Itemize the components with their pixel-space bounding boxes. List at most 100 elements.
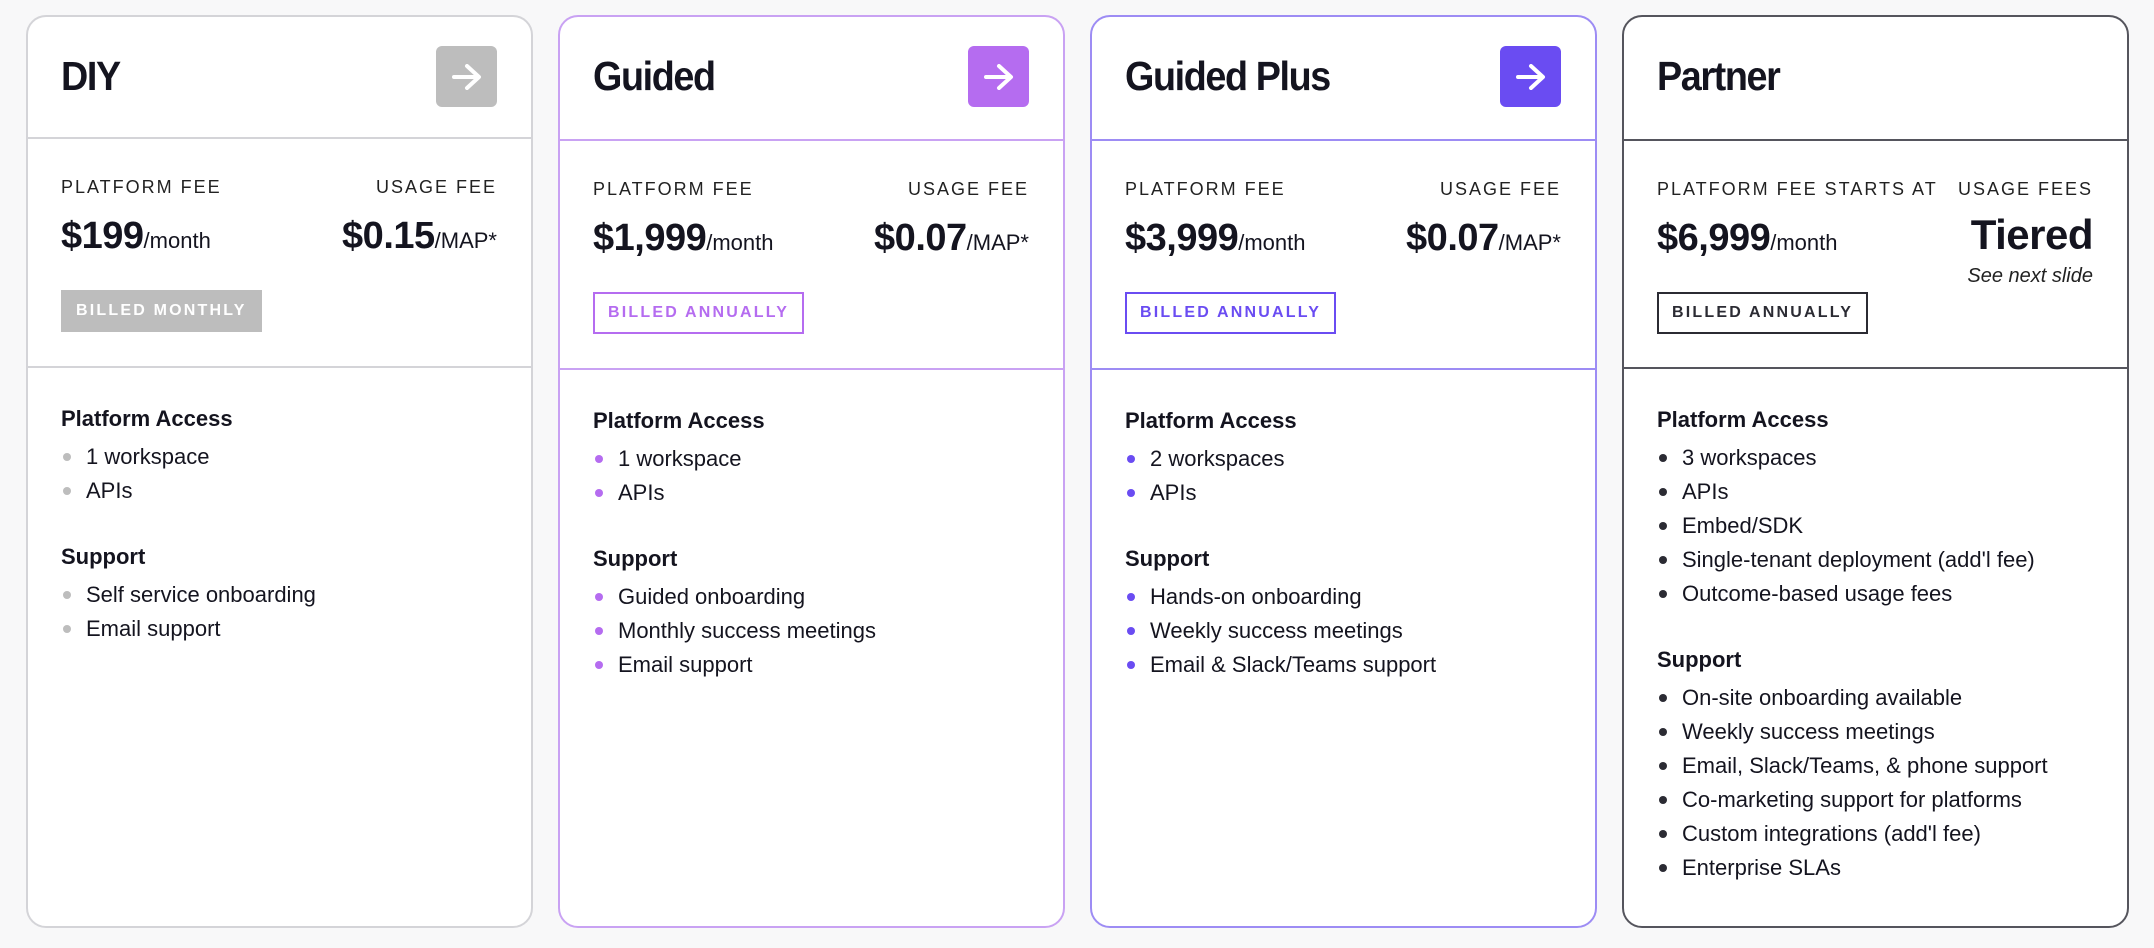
bullet-dot <box>595 661 603 669</box>
platform-fee-value: $199/month <box>61 215 211 258</box>
feature-item: APIs <box>593 476 1030 510</box>
platform-fee-label: PLATFORM FEE STARTS AT <box>1657 179 1938 199</box>
platform-access-title: Platform Access <box>61 406 233 431</box>
usage-fee-unit: /MAP* <box>434 228 497 253</box>
feature-item: Email, Slack/Teams, & phone support <box>1657 749 2094 783</box>
platform-access-title: Platform Access <box>593 408 765 433</box>
feature-item: Single-tenant deployment (add'l fee) <box>1657 543 2094 577</box>
arrow-right-icon <box>983 63 1013 90</box>
feature-item: 3 workspaces <box>1657 441 2094 475</box>
bullet-dot <box>595 489 603 497</box>
support-title: Support <box>1125 546 1210 571</box>
usage-fee-label: USAGE FEE <box>907 179 1029 199</box>
feature-text: Single-tenant deployment (add'l fee) <box>1682 547 2035 572</box>
feature-item: 1 workspace <box>593 442 1030 476</box>
support-title: Support <box>61 544 146 569</box>
feature-text: APIs <box>86 478 133 503</box>
bullet-dot <box>1127 455 1135 463</box>
feature-text: Co-marketing support for platforms <box>1682 787 2022 812</box>
select-plan-button[interactable] <box>968 46 1029 107</box>
feature-item: Email & Slack/Teams support <box>1125 648 1562 682</box>
usage-fee-value: $0.15/MAP* <box>342 215 497 258</box>
feature-text: Weekly success meetings <box>1682 719 1935 744</box>
platform-fee-unit: /month <box>706 230 774 255</box>
bullet-dot <box>63 453 71 461</box>
feature-item: APIs <box>1125 476 1562 510</box>
usage-fee-unit: /MAP* <box>1498 230 1561 255</box>
plan-fees: PLATFORM FEE USAGE FEE $199/month $0.15/MAP… <box>28 139 531 368</box>
feature-text: Email support <box>86 616 221 641</box>
feature-text: Guided onboarding <box>618 584 806 609</box>
plan-features: Platform Access 3 workspaces APIs Embed/SDK… <box>1624 369 2127 885</box>
bullet-dot <box>63 487 71 495</box>
feature-text: 1 workspace <box>618 446 742 471</box>
bullet-dot <box>1659 590 1667 598</box>
select-plan-button[interactable] <box>436 46 497 107</box>
feature-item: Embed/SDK <box>1657 509 2094 543</box>
platform-access-title: Platform Access <box>1125 408 1297 433</box>
support-list: Self service onboarding Email support <box>61 578 498 646</box>
platform-access-list: 2 workspaces APIs <box>1125 442 1562 510</box>
plan-card-guided-plus: Guided Plus PLATFORM FEE USAGE FEE $3,999/m… <box>1090 15 1597 928</box>
feature-text: Email support <box>618 652 753 677</box>
feature-text: Email & Slack/Teams support <box>1150 652 1437 677</box>
plan-title: Partner <box>1657 53 1781 99</box>
bullet-dot <box>1659 488 1667 496</box>
usage-fee-unit: /MAP* <box>966 230 1029 255</box>
feature-item: Weekly success meetings <box>1657 715 2094 749</box>
feature-text: Enterprise SLAs <box>1682 855 1841 880</box>
support-title: Support <box>593 546 678 571</box>
feature-item: Co-marketing support for platforms <box>1657 783 2094 817</box>
platform-fee-unit: /month <box>1770 230 1838 255</box>
platform-fee-unit: /month <box>143 228 211 253</box>
plan-features: Platform Access 1 workspace APIs Support Gui… <box>560 370 1063 682</box>
support-title: Support <box>1657 647 1742 672</box>
usage-fee-label: USAGE FEE <box>375 177 497 197</box>
arrow-right-icon <box>451 63 481 90</box>
plan-card-guided: Guided PLATFORM FEE USAGE FEE $1,999/month $… <box>558 15 1065 928</box>
bullet-dot <box>1659 728 1667 736</box>
feature-item: APIs <box>61 474 498 508</box>
plan-card-header: Guided <box>560 17 1063 141</box>
bullet-dot <box>1127 593 1135 601</box>
platform-fee-value: $6,999/month <box>1657 217 1838 260</box>
billing-badge: BILLED MONTHLY <box>61 290 262 332</box>
feature-item: Hands-on onboarding <box>1125 580 1562 614</box>
plan-title: Guided <box>593 53 716 99</box>
feature-text: 2 workspaces <box>1150 446 1285 471</box>
feature-text: APIs <box>1150 480 1197 505</box>
platform-fee-label: PLATFORM FEE <box>1125 179 1286 199</box>
support-list: On-site onboarding available Weekly succe… <box>1657 681 2094 885</box>
platform-fee-label: PLATFORM FEE <box>61 177 222 197</box>
feature-item: Guided onboarding <box>593 580 1030 614</box>
bullet-dot <box>1659 556 1667 564</box>
feature-text: Hands-on onboarding <box>1150 584 1362 609</box>
usage-fee-amount: $0.07 <box>874 217 967 259</box>
plan-card-header: DIY <box>28 17 531 139</box>
platform-access-list: 1 workspace APIs <box>593 442 1030 510</box>
platform-fee-value: $1,999/month <box>593 217 774 260</box>
platform-fee-value: $3,999/month <box>1125 217 1306 260</box>
bullet-dot <box>63 591 71 599</box>
feature-item: Monthly success meetings <box>593 614 1030 648</box>
feature-item: 2 workspaces <box>1125 442 1562 476</box>
usage-fee-value: $0.07/MAP* <box>874 217 1029 260</box>
plan-features: Platform Access 2 workspaces APIs Support Ha… <box>1092 370 1595 682</box>
select-plan-button[interactable] <box>1500 46 1561 107</box>
feature-item: Email support <box>593 648 1030 682</box>
feature-item: Self service onboarding <box>61 578 498 612</box>
feature-text: APIs <box>618 480 665 505</box>
bullet-dot <box>1659 864 1667 872</box>
bullet-dot <box>1127 489 1135 497</box>
bullet-dot <box>1659 796 1667 804</box>
feature-text: 3 workspaces <box>1682 445 1817 470</box>
plan-fees: PLATFORM FEE USAGE FEE $1,999/month $0.07/M… <box>560 141 1063 370</box>
bullet-dot <box>1659 762 1667 770</box>
feature-text: 1 workspace <box>86 444 210 469</box>
feature-text: On-site onboarding available <box>1682 685 1963 710</box>
usage-fee-amount: $0.15 <box>342 215 435 257</box>
bullet-dot <box>1659 694 1667 702</box>
feature-text: Outcome-based usage fees <box>1682 581 1953 606</box>
feature-text: APIs <box>1682 479 1729 504</box>
usage-fee-amount: Tiered <box>1970 211 2094 258</box>
